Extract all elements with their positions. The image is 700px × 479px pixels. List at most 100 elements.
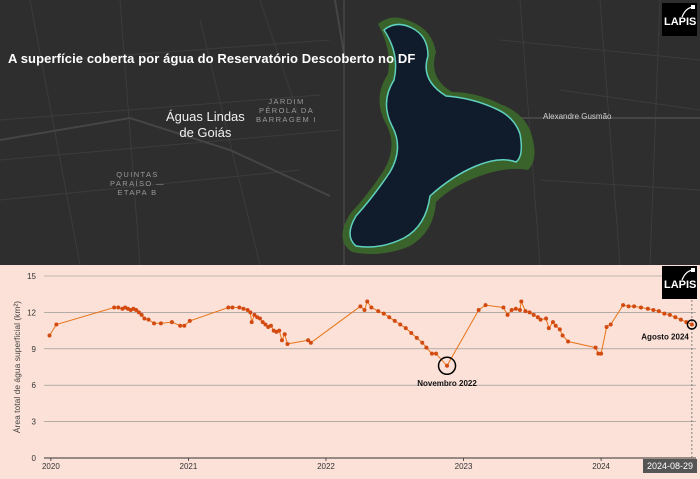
neighborhood-label: JARDIM PÉROLA DA BARRAGEM I (256, 97, 317, 124)
data-point (362, 307, 367, 312)
x-tick-label: 2024 (592, 462, 610, 471)
data-point (557, 327, 562, 332)
data-point (134, 307, 139, 312)
satellite-icon (681, 268, 695, 281)
data-point (546, 326, 551, 331)
y-axis-label: Área total de água superficial (km²) (12, 301, 22, 433)
data-point (47, 333, 52, 338)
data-point (358, 304, 363, 309)
data-point (429, 351, 434, 356)
data-point (599, 351, 604, 356)
chart-panel: 0 3 6 9 12 15 2020 2021 2022 2023 2024 Área total d… (0, 265, 700, 479)
lapis-logo: LAPIS (662, 266, 697, 299)
data-point (387, 315, 392, 320)
neighborhood-label-line: QUINTAS (116, 170, 159, 179)
data-point (241, 306, 246, 311)
satellite-icon (681, 5, 695, 18)
neighborhood-label-line: JARDIM (268, 97, 305, 106)
data-point (249, 320, 254, 325)
data-point (257, 316, 262, 321)
y-tick-label: 6 (32, 381, 37, 390)
data-point (285, 341, 290, 346)
data-point (523, 309, 528, 314)
map-graphic (0, 0, 700, 266)
data-point (403, 326, 408, 331)
data-point (398, 322, 403, 327)
data-point (535, 315, 540, 320)
data-point (517, 307, 522, 312)
data-point (277, 328, 282, 333)
data-point (112, 305, 117, 310)
y-tick-label: 0 (32, 454, 37, 463)
reservoir-map: A superfície coberta por água do Reserva… (0, 0, 700, 266)
series-line (49, 299, 693, 367)
data-point (136, 310, 141, 315)
x-tick-label: 2023 (455, 462, 473, 471)
data-point (662, 311, 667, 316)
data-point (645, 306, 650, 311)
data-point (626, 304, 631, 309)
water-area-chart: 0 3 6 9 12 15 2020 2021 2022 2023 2024 Área total d… (12, 272, 698, 471)
data-point (169, 320, 174, 325)
data-point (527, 310, 532, 315)
data-point (505, 312, 510, 317)
x-tick-label: 2022 (317, 462, 335, 471)
data-point (230, 305, 235, 310)
data-point (550, 320, 555, 325)
data-point (519, 299, 524, 304)
y-tick-label: 9 (32, 345, 37, 354)
lapis-logo-text: LAPIS (664, 279, 697, 291)
data-point (531, 312, 536, 317)
data-point (689, 322, 694, 327)
data-point (553, 323, 558, 328)
data-point (424, 345, 429, 350)
data-point (414, 335, 419, 340)
data-point (560, 333, 565, 338)
annotation-label: Novembro 2022 (417, 379, 477, 388)
data-point (245, 307, 250, 312)
data-point (158, 321, 163, 326)
data-point (621, 303, 626, 308)
data-point (279, 338, 284, 343)
data-point (178, 323, 183, 328)
map-title: A superfície coberta por água do Reserva… (8, 51, 416, 66)
annotation-circle (686, 319, 698, 330)
data-point (596, 351, 601, 356)
date-badge: 2024-08-29 (642, 459, 697, 473)
data-point (116, 305, 121, 310)
grid-layer (44, 275, 696, 459)
data-point (260, 320, 265, 325)
data-point (608, 322, 613, 327)
data-point (392, 318, 397, 323)
neighborhood-label-line: PARAÍSO — (110, 179, 165, 188)
data-point (483, 303, 488, 308)
data-point (593, 345, 598, 350)
data-point (501, 305, 506, 310)
neighborhood-label-line: PÉROLA DA (258, 106, 315, 115)
data-point (306, 338, 311, 343)
road-label: Alexandre Gusmão (543, 112, 612, 121)
annotation-layer: Novembro 2022 Agosto 2024 (417, 319, 698, 388)
data-point (146, 317, 151, 322)
data-point (678, 317, 683, 322)
data-point (365, 299, 370, 304)
data-point (651, 307, 656, 312)
neighborhood-label-line: ETAPA B (117, 188, 158, 197)
data-point (445, 363, 450, 368)
data-point (376, 309, 381, 314)
data-point (54, 322, 59, 327)
data-point (308, 340, 313, 345)
data-point (248, 310, 253, 315)
lapis-logo-text: LAPIS (664, 16, 697, 28)
data-point (673, 315, 678, 320)
data-point (409, 331, 414, 336)
data-point (667, 312, 672, 317)
data-point (152, 321, 157, 326)
data-point (381, 311, 386, 316)
data-point (369, 305, 374, 310)
neighborhood-label-line: BARRAGEM I (256, 115, 318, 124)
data-point (226, 305, 231, 310)
data-point (434, 351, 439, 356)
y-tick-label: 3 (32, 418, 37, 427)
data-point (187, 318, 192, 323)
